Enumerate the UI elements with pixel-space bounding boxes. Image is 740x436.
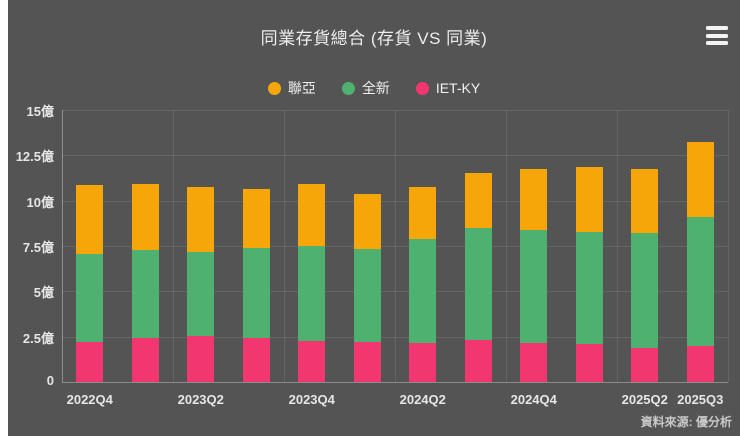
gridline-v	[284, 110, 285, 382]
bar-segment-IET-KY-2023Q1[interactable]	[131, 338, 159, 382]
legend-item-聯亞[interactable]: 聯亞	[267, 78, 316, 98]
bar-segment-全新-2024Q4[interactable]	[520, 229, 548, 344]
bar-segment-IET-KY-2022Q4[interactable]	[76, 342, 104, 382]
y-axis-tick-label: 5億	[33, 285, 54, 301]
x-axis-tick-label: 2022Q4	[66, 392, 113, 407]
legend-dot-icon	[415, 81, 429, 95]
bar-segment-聯亞-2025Q3[interactable]	[686, 141, 714, 217]
y-axis-tick-label: 12.5億	[15, 149, 54, 165]
bar-segment-聯亞-2024Q4[interactable]	[520, 168, 548, 230]
y-axis-tick-label: 15億	[26, 104, 54, 119]
bar-segment-全新-2023Q2[interactable]	[187, 252, 215, 336]
gridline-h	[62, 110, 728, 111]
bar-segment-聯亞-2022Q4[interactable]	[76, 185, 104, 255]
bar-segment-IET-KY-2023Q4[interactable]	[298, 341, 326, 382]
bar-segment-全新-2023Q1[interactable]	[131, 249, 159, 339]
bar-segment-IET-KY-2024Q3[interactable]	[464, 340, 492, 382]
gridline-v	[395, 110, 396, 382]
bar-segment-全新-2024Q3[interactable]	[464, 227, 492, 341]
gridline-v	[617, 110, 618, 382]
legend-label: 全新	[361, 80, 390, 96]
bar-segment-全新-2022Q4[interactable]	[76, 254, 104, 343]
bar-segment-IET-KY-2025Q2[interactable]	[631, 347, 659, 382]
x-axis-line	[62, 382, 728, 383]
legend-dot-icon	[267, 81, 281, 95]
source-note: 資料來源: 優分析	[640, 415, 732, 429]
y-axis-tick-label: 0	[46, 373, 54, 388]
gridline-v	[506, 110, 507, 382]
bar-segment-聯亞-2025Q2[interactable]	[631, 168, 659, 234]
x-axis-tick-label: 2025Q2	[621, 392, 668, 407]
bar-segment-全新-2024Q1[interactable]	[353, 248, 381, 343]
bar-segment-IET-KY-2023Q2[interactable]	[187, 335, 215, 382]
bar-segment-IET-KY-2023Q3[interactable]	[242, 338, 270, 382]
bar-segment-IET-KY-2024Q4[interactable]	[520, 343, 548, 382]
x-axis-tick-label: 2023Q4	[288, 392, 335, 407]
gridline-h	[62, 200, 728, 202]
gridline-v	[728, 110, 729, 382]
bar-segment-聯亞-2023Q2[interactable]	[187, 187, 215, 253]
legend-dot-icon	[341, 81, 355, 95]
plot-area: 0 2.5億 5億 7.5億 10億 12.5億 15億 2022Q4 2023Q2 2023Q4…	[16, 104, 729, 407]
bar-segment-IET-KY-2025Q1[interactable]	[575, 343, 603, 382]
bar-segment-全新-2025Q2[interactable]	[631, 233, 659, 348]
gridline-h	[62, 155, 728, 157]
legend: 聯亞 全新 IET-KY	[8, 78, 740, 98]
chart-title: 同業存貨總合 (存貨 VS 同業)	[260, 29, 488, 48]
bar-segment-IET-KY-2024Q1[interactable]	[353, 342, 381, 382]
bar-segment-全新-2024Q2[interactable]	[409, 238, 437, 344]
bar-segment-聯亞-2023Q4[interactable]	[298, 184, 326, 246]
gridline-v	[173, 110, 174, 382]
bar-segment-聯亞-2024Q3[interactable]	[464, 173, 492, 228]
hamburger-line	[706, 41, 728, 45]
bar-segment-全新-2023Q3[interactable]	[242, 247, 270, 339]
x-axis-tick-label: 2023Q2	[177, 392, 224, 407]
page-left-margin	[0, 0, 8, 436]
legend-item-全新[interactable]: 全新	[341, 78, 390, 98]
x-axis-tick-label: 2024Q2	[399, 392, 446, 407]
y-axis-tick-label: 2.5億	[22, 330, 54, 346]
legend-label: IET-KY	[435, 80, 481, 96]
hamburger-line	[706, 33, 728, 38]
bar-segment-IET-KY-2025Q3[interactable]	[686, 345, 714, 382]
bar-segment-全新-2023Q4[interactable]	[298, 246, 326, 342]
bar-segment-聯亞-2025Q1[interactable]	[575, 167, 603, 233]
bar-segment-聯亞-2024Q2[interactable]	[409, 187, 437, 239]
y-axis-tick-label: 7.5億	[22, 240, 54, 255]
y-axis-line	[62, 110, 63, 382]
gridline-h	[62, 246, 728, 247]
legend-label: 聯亞	[287, 80, 316, 96]
hamburger-line	[706, 26, 728, 30]
y-axis-tick-label: 10億	[26, 194, 54, 210]
gridline-h	[62, 291, 728, 293]
bar-segment-全新-2025Q1[interactable]	[575, 232, 603, 344]
chart-panel: 同業存貨總合 (存貨 VS 同業) 聯亞 全新 IET-KY 0 2.5億 5億 7.5億…	[8, 0, 740, 436]
bar-segment-IET-KY-2024Q2[interactable]	[409, 343, 437, 382]
legend-item-IET-KY[interactable]: IET-KY	[415, 80, 481, 96]
bar-segment-聯亞-2023Q1[interactable]	[131, 184, 159, 250]
x-axis-tick-label: 2024Q4	[510, 392, 557, 407]
gridline-h	[62, 336, 728, 338]
hamburger-menu-icon[interactable]	[706, 26, 728, 45]
gridline-v	[62, 110, 63, 382]
bar-segment-聯亞-2024Q1[interactable]	[353, 194, 381, 249]
bar-segment-聯亞-2023Q3[interactable]	[242, 188, 270, 248]
bar-segment-全新-2025Q3[interactable]	[686, 217, 714, 346]
x-axis-tick-label: 2025Q3	[677, 392, 724, 407]
